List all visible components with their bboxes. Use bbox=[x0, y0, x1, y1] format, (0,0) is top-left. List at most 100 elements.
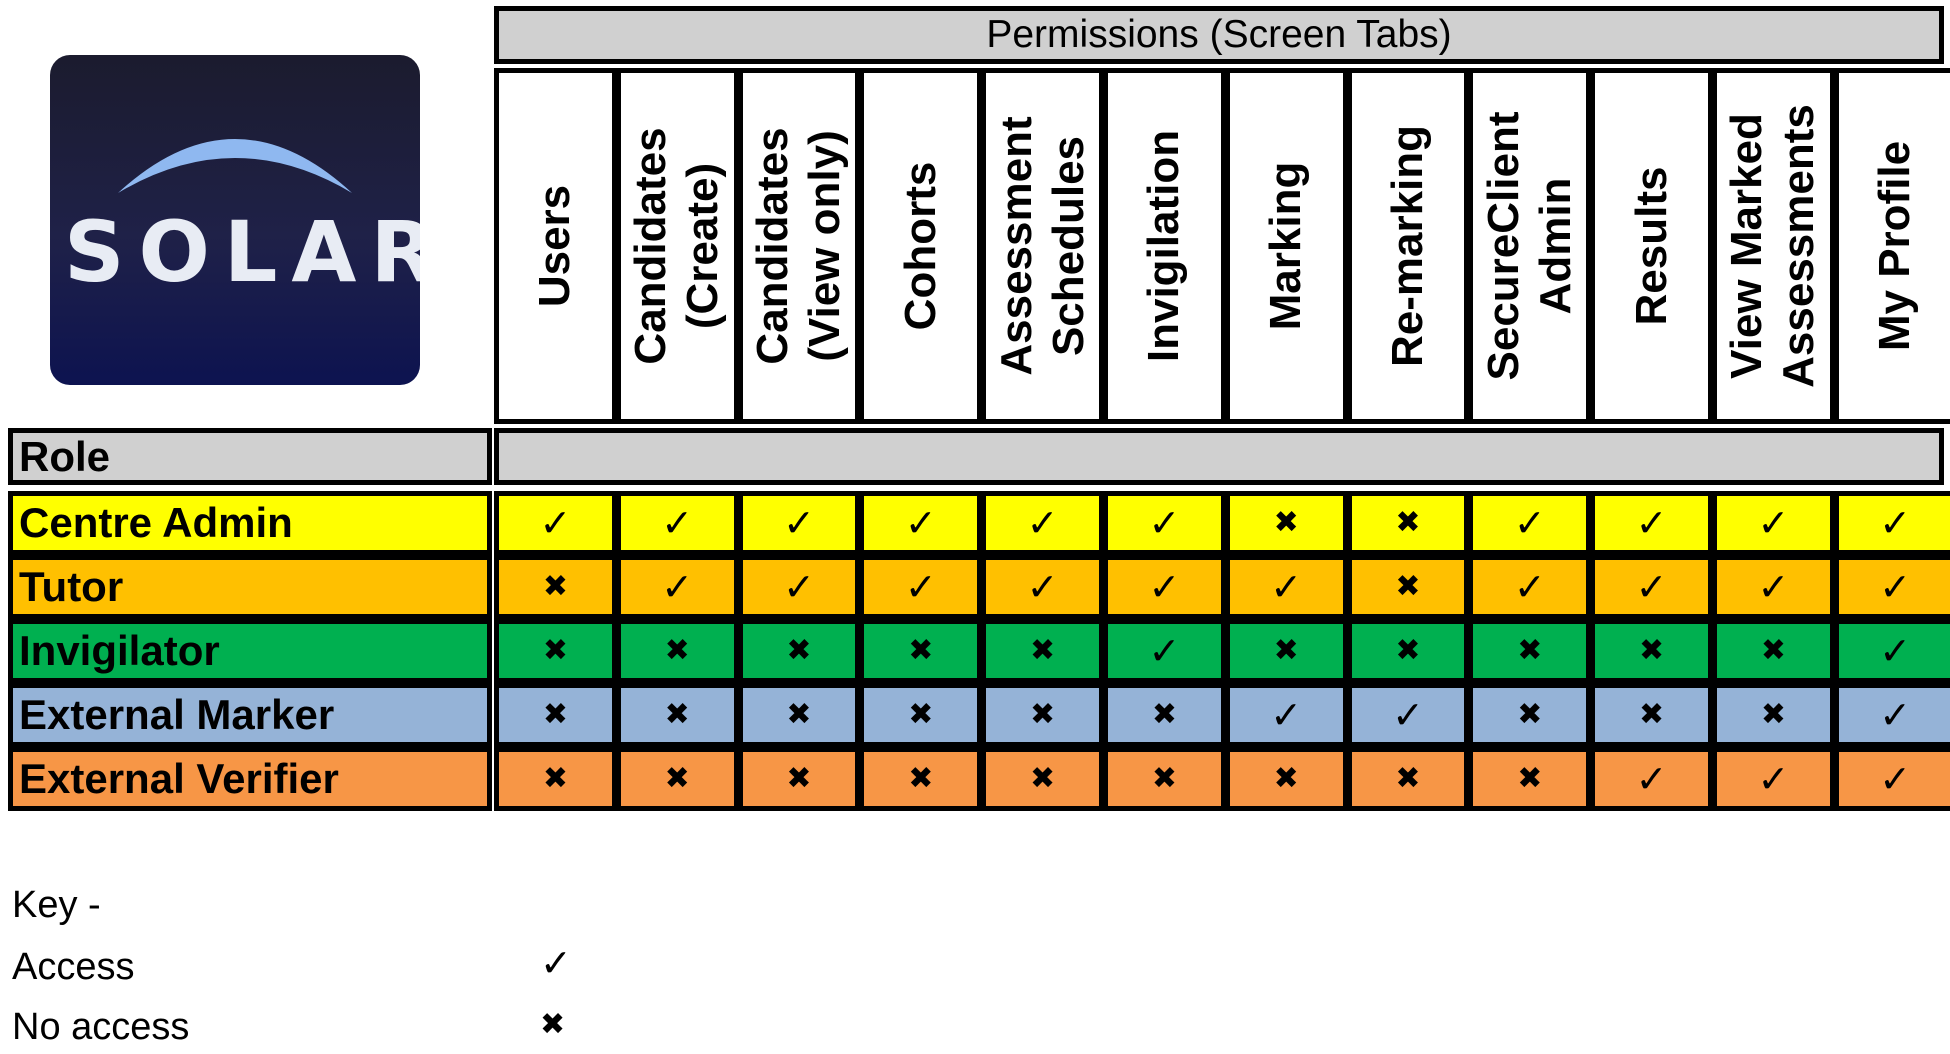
cross-icon: ✖ bbox=[908, 761, 934, 796]
check-icon: ✓ bbox=[1879, 565, 1912, 609]
column-header-9: SecureClient Admin bbox=[1468, 68, 1592, 424]
permission-cell: ✓ bbox=[1103, 619, 1226, 683]
permission-cell: ✓ bbox=[859, 491, 983, 555]
column-header-line2: (View only) bbox=[799, 130, 849, 362]
column-header-7: Marking bbox=[1224, 68, 1348, 424]
column-header-line1: Users bbox=[530, 184, 580, 308]
permission-cell: ✓ bbox=[1590, 747, 1713, 811]
cross-icon: ✖ bbox=[1395, 505, 1421, 540]
cross-icon: ✖ bbox=[542, 697, 568, 732]
role-header: Role bbox=[8, 428, 492, 485]
column-header-label: Candidates (Create) bbox=[625, 127, 729, 364]
column-header-10: Results bbox=[1590, 68, 1713, 424]
check-icon: ✓ bbox=[1635, 501, 1668, 545]
logo-text: SOLAR bbox=[64, 203, 420, 301]
column-header-label: Candidates (View only) bbox=[747, 127, 851, 364]
column-header-line2: (Create) bbox=[678, 162, 728, 330]
check-icon: ✓ bbox=[1026, 565, 1059, 609]
column-header-label: Invigilation bbox=[1138, 130, 1190, 362]
column-header-label: My Profile bbox=[1869, 141, 1921, 351]
role-label-2: Invigilator bbox=[8, 619, 492, 683]
key-no-access-label: No access bbox=[12, 1006, 190, 1048]
role-label-0: Centre Admin bbox=[8, 491, 492, 555]
role-header-band bbox=[494, 428, 1944, 485]
column-header-line1: Candidates bbox=[747, 127, 797, 365]
check-icon: ✓ bbox=[1148, 565, 1181, 609]
permission-cell: ✓ bbox=[1224, 683, 1348, 747]
permission-cell: ✖ bbox=[1103, 747, 1226, 811]
check-icon: ✓ bbox=[1879, 757, 1912, 801]
permission-cell: ✖ bbox=[1346, 747, 1470, 811]
column-header-3: Candidates (View only) bbox=[737, 68, 861, 424]
column-header-line1: My Profile bbox=[1870, 140, 1920, 352]
cross-icon: ✖ bbox=[664, 697, 690, 732]
cross-icon: ✖ bbox=[1030, 633, 1056, 668]
check-icon: ✓ bbox=[539, 501, 572, 545]
permission-cell: ✖ bbox=[1712, 619, 1835, 683]
permission-cell: ✖ bbox=[1224, 619, 1348, 683]
cross-icon: ✖ bbox=[1639, 633, 1665, 668]
role-label-1: Tutor bbox=[8, 555, 492, 619]
column-header-label: Results bbox=[1626, 167, 1678, 326]
column-header-line1: Results bbox=[1626, 166, 1676, 326]
cross-icon: ✖ bbox=[1760, 697, 1786, 732]
cross-icon: ✖ bbox=[1517, 697, 1543, 732]
check-icon: ✓ bbox=[1270, 565, 1303, 609]
check-icon: ✓ bbox=[1635, 565, 1668, 609]
permission-cell: ✓ bbox=[1712, 555, 1835, 619]
column-header-5: Assessment Schedules bbox=[981, 68, 1104, 424]
cross-icon: ✖ bbox=[664, 633, 690, 668]
permission-cell: ✓ bbox=[1833, 491, 1950, 555]
column-header-line1: Assessment bbox=[991, 116, 1041, 376]
column-header-line1: Marking bbox=[1261, 161, 1311, 331]
permission-cell: ✖ bbox=[494, 619, 617, 683]
permission-cell: ✖ bbox=[1468, 683, 1592, 747]
check-icon: ✓ bbox=[783, 501, 815, 545]
permission-cell: ✓ bbox=[615, 555, 739, 619]
column-header-4: Cohorts bbox=[859, 68, 983, 424]
permission-cell: ✓ bbox=[1103, 491, 1226, 555]
permission-cell: ✓ bbox=[615, 491, 739, 555]
check-icon: ✓ bbox=[1392, 693, 1424, 737]
permission-cell: ✓ bbox=[1590, 555, 1713, 619]
cross-icon: ✖ bbox=[542, 633, 568, 668]
column-header-1: Users bbox=[494, 68, 617, 424]
cross-icon: ✖ bbox=[786, 697, 812, 732]
check-icon: ✓ bbox=[1757, 757, 1790, 801]
cross-icon: ✖ bbox=[1395, 633, 1421, 668]
permission-cell: ✖ bbox=[859, 619, 983, 683]
permission-cell: ✓ bbox=[1712, 747, 1835, 811]
column-header-line1: View Marked bbox=[1722, 113, 1772, 379]
column-header-line2: Schedules bbox=[1043, 135, 1093, 357]
permission-cell: ✓ bbox=[1833, 747, 1950, 811]
cross-icon: ✖ bbox=[1639, 697, 1665, 732]
permission-cell: ✖ bbox=[1590, 619, 1713, 683]
column-header-6: Invigilation bbox=[1103, 68, 1226, 424]
permission-cell: ✓ bbox=[1590, 491, 1713, 555]
check-icon: ✓ bbox=[661, 501, 694, 545]
permission-cell: ✓ bbox=[859, 555, 983, 619]
column-header-label: Cohorts bbox=[895, 162, 947, 331]
permission-cell: ✖ bbox=[1103, 683, 1226, 747]
column-header-12: My Profile bbox=[1833, 68, 1950, 424]
permission-cell: ✓ bbox=[1833, 683, 1950, 747]
permission-cell: ✓ bbox=[1224, 555, 1348, 619]
permission-cell: ✖ bbox=[1224, 747, 1348, 811]
check-icon: ✓ bbox=[1148, 629, 1181, 673]
check-icon: ✓ bbox=[904, 501, 937, 545]
permission-cell: ✖ bbox=[615, 683, 739, 747]
check-icon: ✓ bbox=[1270, 693, 1303, 737]
permission-cell: ✖ bbox=[1468, 747, 1592, 811]
permission-cell: ✖ bbox=[859, 747, 983, 811]
check-icon: ✓ bbox=[783, 565, 815, 609]
permission-cell: ✓ bbox=[981, 555, 1104, 619]
column-header-line1: Invigilation bbox=[1139, 129, 1189, 363]
cross-icon: ✖ bbox=[1395, 761, 1421, 796]
cross-icon: ✖ bbox=[908, 633, 934, 668]
column-header-line2: Assessments bbox=[1774, 104, 1824, 388]
permission-cell: ✓ bbox=[1833, 555, 1950, 619]
permission-cell: ✖ bbox=[1346, 555, 1470, 619]
key-access-label: Access bbox=[12, 946, 135, 988]
cross-icon: ✖ bbox=[1395, 569, 1421, 604]
permission-cell: ✓ bbox=[1712, 491, 1835, 555]
